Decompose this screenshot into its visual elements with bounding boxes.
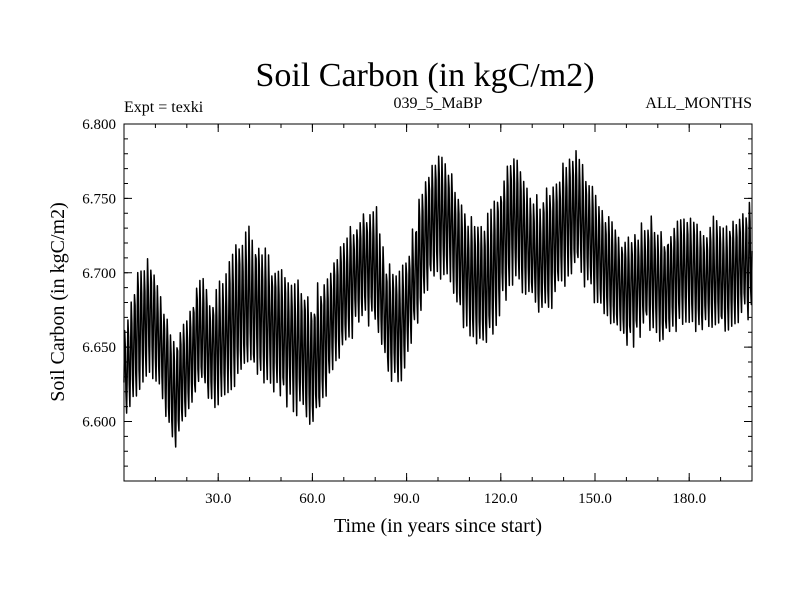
x-tick-label: 30.0: [205, 491, 231, 507]
y-tick-label: 6.750: [82, 191, 116, 207]
y-tick-label: 6.800: [82, 117, 116, 133]
period-label: 039_5_MaBP: [394, 95, 483, 112]
x-tick-label: 150.0: [578, 491, 612, 507]
experiment-label: Expt = texki: [124, 99, 204, 116]
months-label: ALL_MONTHS: [645, 95, 752, 112]
x-tick-label: 90.0: [393, 491, 419, 507]
x-axis-label: Time (in years since start): [334, 515, 542, 537]
y-axis-label: Soil Carbon (in kgC/m2): [47, 202, 69, 401]
data-series: [123, 149, 753, 448]
x-tick-label: 60.0: [299, 491, 325, 507]
x-axis: 30.0 60.0 90.0 120.0 150.0 180.0: [123, 124, 753, 507]
y-tick-label: 6.650: [82, 340, 116, 356]
soil-carbon-line: [123, 149, 753, 448]
chart-title: Soil Carbon (in kgC/m2): [255, 57, 594, 94]
y-tick-label: 6.600: [82, 415, 116, 431]
y-tick-label: 6.700: [82, 266, 116, 282]
x-tick-label: 180.0: [672, 491, 706, 507]
y-axis: 6.600 6.650 6.700 6.750 6.800: [82, 117, 752, 482]
x-tick-label: 120.0: [484, 491, 518, 507]
